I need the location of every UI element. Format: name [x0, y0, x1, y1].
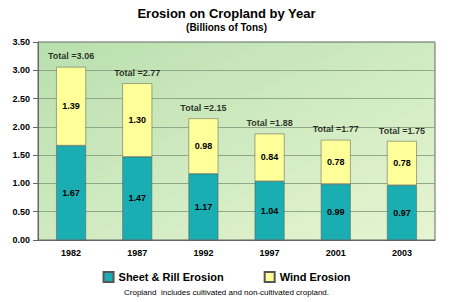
svg-text:1.00: 1.00: [12, 178, 30, 188]
svg-text:1.39: 1.39: [62, 101, 80, 111]
svg-text:Total =2.15: Total =2.15: [180, 103, 226, 113]
svg-text:1.17: 1.17: [195, 202, 213, 212]
svg-text:Total =1.88: Total =1.88: [247, 118, 293, 128]
svg-text:0.78: 0.78: [327, 157, 345, 167]
svg-text:2003: 2003: [392, 248, 412, 258]
svg-text:1.67: 1.67: [62, 188, 80, 198]
svg-text:1.50: 1.50: [12, 150, 30, 160]
svg-text:Total =2.77: Total =2.77: [114, 68, 160, 78]
svg-text:Total =1.75: Total =1.75: [379, 126, 425, 136]
svg-text:(Billions of Tons): (Billions of Tons): [186, 22, 267, 33]
svg-text:1992: 1992: [193, 248, 213, 258]
svg-text:0.98: 0.98: [195, 141, 213, 151]
svg-text:1987: 1987: [127, 248, 147, 258]
svg-text:1.04: 1.04: [261, 206, 279, 216]
svg-text:0.99: 0.99: [327, 207, 345, 217]
svg-text:1982: 1982: [61, 248, 81, 258]
svg-text:0.50: 0.50: [12, 207, 30, 217]
svg-text:1.30: 1.30: [128, 115, 146, 125]
svg-text:2001: 2001: [326, 248, 346, 258]
svg-text:2.50: 2.50: [12, 94, 30, 104]
svg-text:1.47: 1.47: [128, 193, 146, 203]
svg-text:0.78: 0.78: [393, 158, 411, 168]
svg-text:Erosion on Cropland by Year: Erosion on Cropland by Year: [137, 6, 315, 21]
svg-text:Wind Erosion: Wind Erosion: [280, 271, 351, 283]
svg-text:3.00: 3.00: [12, 65, 30, 75]
svg-text:2.00: 2.00: [12, 122, 30, 132]
svg-text:1997: 1997: [260, 248, 280, 258]
svg-text:Sheet & Rill Erosion: Sheet & Rill Erosion: [119, 271, 224, 283]
svg-text:0.84: 0.84: [261, 152, 279, 162]
svg-text:3.50: 3.50: [12, 37, 30, 47]
svg-text:Total =1.77: Total =1.77: [313, 124, 359, 134]
svg-text:Total =3.06: Total =3.06: [48, 51, 94, 61]
svg-text:Cropland includes cultivated: Cropland includes cultivated and non-cul…: [124, 288, 329, 297]
svg-text:0.00: 0.00: [12, 235, 30, 245]
svg-text:0.97: 0.97: [393, 208, 411, 218]
